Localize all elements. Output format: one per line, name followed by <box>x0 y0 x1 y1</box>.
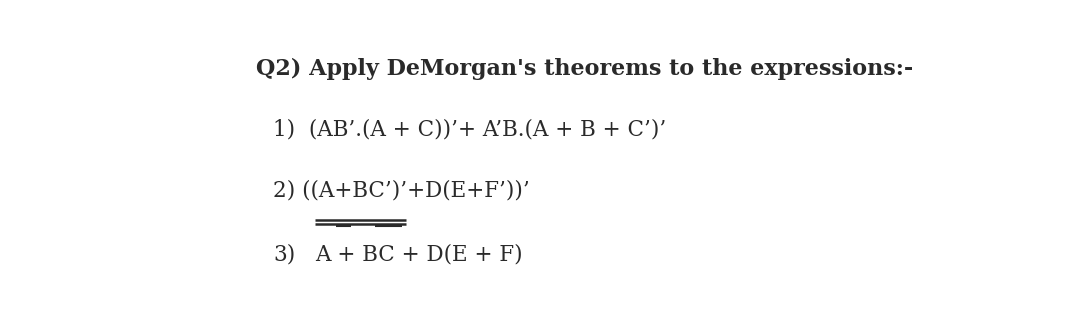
Text: A + BC + D(E + F): A + BC + D(E + F) <box>315 243 523 265</box>
Text: 2) ((A+BC’)’+D(E+F’))’: 2) ((A+BC’)’+D(E+F’))’ <box>273 180 530 202</box>
Text: Q2) Apply DeMorgan's theorems to the expressions:-: Q2) Apply DeMorgan's theorems to the exp… <box>256 58 914 80</box>
Text: 3): 3) <box>273 243 295 265</box>
Text: 1)  (AB’.(A + C))’+ A’B.(A + B + C’)’: 1) (AB’.(A + C))’+ A’B.(A + B + C’)’ <box>273 119 666 141</box>
